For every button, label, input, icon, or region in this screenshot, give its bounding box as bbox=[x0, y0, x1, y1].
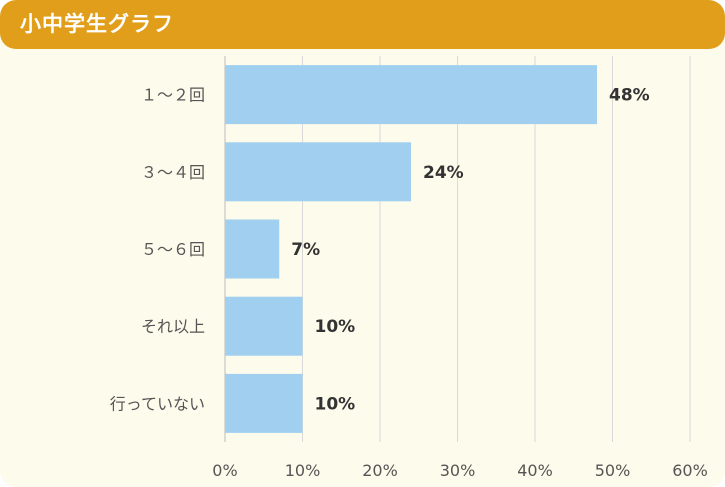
data-label: 10% bbox=[315, 394, 356, 414]
bar bbox=[225, 296, 303, 356]
data-label: 10% bbox=[315, 317, 356, 337]
category-label: １～２回 bbox=[141, 86, 205, 105]
chart-title: 小中学生グラフ bbox=[20, 12, 174, 36]
bar bbox=[225, 142, 411, 202]
x-tick-label: 10% bbox=[285, 461, 321, 480]
category-label: ５～６回 bbox=[141, 240, 205, 259]
category-label: 行っていない bbox=[110, 394, 205, 413]
bar bbox=[225, 219, 280, 279]
data-label: 7% bbox=[291, 240, 320, 260]
category-label: それ以上 bbox=[141, 317, 205, 336]
data-label: 24% bbox=[423, 163, 464, 183]
x-tick-label: 50% bbox=[595, 461, 631, 480]
bar bbox=[225, 65, 597, 125]
category-label: ３～４回 bbox=[141, 163, 205, 182]
x-tick-label: 30% bbox=[440, 461, 476, 480]
x-tick-label: 20% bbox=[362, 461, 398, 480]
chart-header: 小中学生グラフ bbox=[0, 0, 725, 49]
data-label: 48% bbox=[609, 86, 650, 106]
x-tick-label: 40% bbox=[517, 461, 553, 480]
x-tick-label: 0% bbox=[212, 461, 237, 480]
x-tick-label: 60% bbox=[672, 461, 708, 480]
bar bbox=[225, 373, 303, 433]
